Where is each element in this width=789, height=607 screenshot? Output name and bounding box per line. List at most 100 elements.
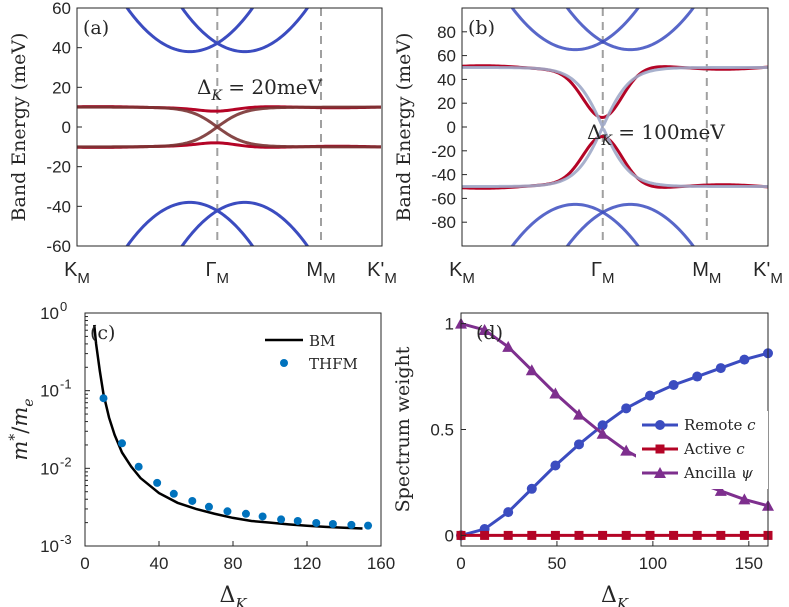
- series-marker: [645, 530, 655, 540]
- x-tick-base: K': [753, 259, 770, 281]
- y-tick-label: 20: [437, 94, 456, 113]
- annotation-symbol: Δ: [197, 75, 211, 99]
- series-marker: [597, 420, 608, 431]
- ylabel-slash: /: [8, 426, 32, 434]
- y-tick-label: -40: [431, 166, 456, 185]
- series-marker: [598, 530, 608, 540]
- thfm-point: [204, 502, 213, 511]
- legend-label: Remote c: [684, 416, 756, 434]
- flat-band-inner-lower: [77, 125, 381, 149]
- x-tick-sub: M: [384, 270, 397, 287]
- ylabel-den-sub: e: [21, 398, 37, 406]
- xlabel-sub: K: [234, 595, 247, 607]
- y-tick-label: 1: [445, 315, 454, 334]
- flat-band-outer-upper: [462, 64, 768, 120]
- y-tick-label: -40: [46, 197, 71, 216]
- y-tick-exp: 0: [60, 299, 67, 314]
- series-marker: [550, 460, 561, 471]
- series-marker: [620, 444, 633, 456]
- y-tick-label: 20: [52, 78, 71, 97]
- series-marker: [596, 427, 609, 439]
- thfm-point: [364, 521, 373, 530]
- y-axis-label: Band Energy (meV): [393, 33, 415, 222]
- y-tick-label: 60: [437, 47, 456, 66]
- remote-band-lower-1: [565, 202, 696, 246]
- legend-symbol: c: [736, 440, 745, 458]
- legend-symbol: c: [747, 416, 756, 434]
- series-marker: [574, 530, 584, 540]
- legend-name: Active: [683, 440, 736, 458]
- series-marker: [478, 323, 491, 335]
- x-tick-sub: M: [462, 270, 475, 287]
- x-tick-sub: M: [709, 270, 722, 287]
- x-tick-sub: M: [602, 270, 615, 287]
- legend-marker: [654, 467, 666, 478]
- remote-band-upper-1: [180, 8, 310, 54]
- panel-label: (a): [83, 17, 109, 39]
- annotation: ΔK = 100meV: [587, 120, 725, 149]
- thfm-point: [241, 509, 250, 518]
- thfm-point: [293, 516, 302, 525]
- legend-name: Remote: [684, 416, 747, 434]
- remote-band-lower-0: [125, 200, 255, 246]
- x-tick-sub: M: [770, 270, 783, 287]
- series-marker: [738, 493, 751, 505]
- x-tick-label-3: K'M: [367, 259, 397, 287]
- x-tick-base: M: [692, 259, 709, 281]
- remote-band-upper-0: [510, 8, 640, 52]
- series-marker: [621, 403, 632, 414]
- x-tick-label: 50: [547, 554, 566, 573]
- series-marker: [527, 530, 537, 540]
- xlabel-sub: K: [616, 595, 629, 607]
- x-tick-base: K': [367, 259, 384, 281]
- annotation: ΔK = 20meV: [197, 75, 323, 104]
- x-tick-base: Γ: [591, 259, 602, 281]
- thfm-point: [223, 507, 232, 516]
- flat-band-outer-lower: [462, 134, 768, 190]
- remote-band-upper-0: [125, 8, 255, 54]
- x-axis-label: ΔK: [601, 583, 629, 607]
- legend-marker-thfm: [280, 359, 288, 367]
- y-tick-exp: -3: [60, 532, 72, 547]
- series-marker: [714, 484, 727, 496]
- x-tick-label: 120: [293, 554, 321, 573]
- xlabel-base: Δ: [219, 583, 235, 607]
- annotation-sub: K: [600, 133, 613, 149]
- series-marker: [480, 530, 490, 540]
- ylabel-base: m: [8, 441, 32, 461]
- y-tick-base: 10: [40, 382, 59, 401]
- annotation-sub: K: [210, 88, 223, 104]
- legend-symbol: ψ: [741, 464, 753, 482]
- x-tick-sub: M: [323, 270, 336, 287]
- legend-marker: [655, 444, 665, 454]
- x-tick-label-3: K'M: [753, 259, 783, 287]
- x-tick-label-0: KM: [449, 259, 475, 287]
- y-tick-label: -20: [431, 142, 456, 161]
- y-tick-label: 0: [445, 526, 454, 545]
- thfm-point: [347, 520, 356, 529]
- series-marker: [692, 530, 702, 540]
- y-axis-label: m*/me: [7, 398, 37, 460]
- y-tick-label: 60: [52, 0, 71, 18]
- remote-band-lower-0: [510, 202, 640, 246]
- y-tick-label: 80: [437, 23, 456, 42]
- y-tick-base: 10: [40, 459, 59, 478]
- legend-marker: [655, 420, 665, 430]
- y-tick-label: 40: [52, 39, 71, 58]
- legend-label: Active c: [683, 440, 745, 458]
- y-tick-label: 0: [62, 118, 71, 137]
- annotation-symbol: Δ: [587, 120, 601, 144]
- y-tick-label: -60: [46, 237, 71, 256]
- series-marker: [573, 408, 586, 420]
- legend-label-bm: BM: [309, 332, 335, 350]
- series-marker: [669, 530, 679, 540]
- panel-label: (b): [468, 17, 495, 39]
- x-tick-label-1: ΓM: [591, 259, 615, 287]
- series-marker: [621, 530, 631, 540]
- ylabel-den: m: [8, 407, 32, 427]
- y-tick-label: 10: [40, 537, 59, 556]
